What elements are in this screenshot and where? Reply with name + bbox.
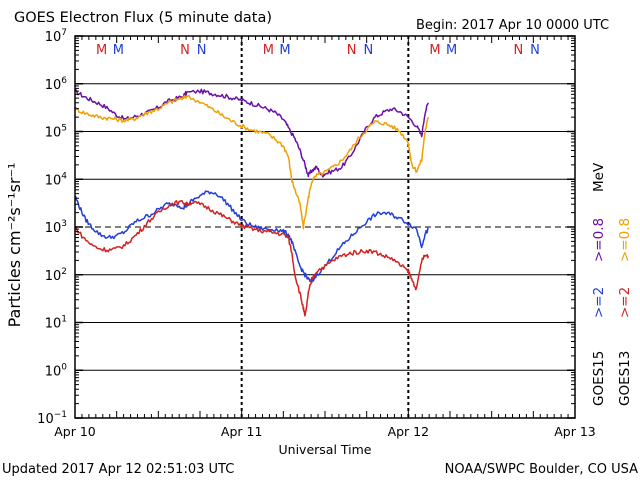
series-lines [74,88,430,317]
x-tick-label: Apr 12 [388,424,430,439]
y-tick-exponent: 0 [61,362,67,372]
y-tick-label: 102 [45,267,67,284]
series-line [74,88,430,178]
mn-marker: M [429,43,440,58]
y-tick-base: 10 [37,412,54,427]
legend-goes13-label: GOES13 [617,351,633,406]
y-tick-label: 104 [45,171,68,188]
mn-marker: N [197,43,207,58]
y-tick-base: 10 [45,317,62,332]
y-tick-exponent: 7 [61,28,67,38]
y-tick-exponent: 2 [61,267,67,277]
gridlines [75,36,575,418]
y-tick-exponent: 3 [61,219,67,229]
series-line [74,199,430,317]
legend-goes15-label: GOES15 [591,351,607,406]
y-tick-label: 10−1 [37,410,67,427]
y-tick-base: 10 [45,126,62,141]
y-tick-base: 10 [45,221,62,236]
legend-goes13-ge2: >=2 [617,287,633,318]
y-tick-label: 103 [45,219,67,236]
mn-marker: M [263,43,274,58]
x-axis: Apr 10 Apr 11 Apr 12 Apr 13 [54,36,596,439]
y-tick-label: 106 [45,76,68,93]
y-tick-base: 10 [45,78,62,93]
y-tick-base: 10 [45,30,62,45]
chart-title: GOES Electron Flux (5 minute data) [14,10,272,26]
legend-goes15-ge08: >=0.8 [591,218,607,262]
y-tick-label: 105 [45,124,67,141]
x-tick-label: Apr 11 [221,424,263,439]
legend: GOES15 >=2 >=0.8 MeV GOES13 >=2 >=0.8 [591,162,633,406]
x-axis-label: Universal Time [279,442,372,457]
series-line [74,190,429,284]
legend-goes15-ge2: >=2 [591,287,607,318]
y-tick-exponent: 6 [61,76,67,86]
mn-marker: M [279,43,290,58]
y-axis-label: Particles cm⁻²s⁻¹sr⁻¹ [5,163,24,328]
y-tick-exponent: 4 [61,171,67,181]
mn-marker: M [113,43,124,58]
y-tick-label: 100 [45,362,68,379]
mn-marker: N [363,43,373,58]
mn-marker: N [513,43,523,58]
updated-timestamp: Updated 2017 Apr 12 02:51:03 UTC [2,462,234,477]
y-tick-exponent: 5 [61,124,67,134]
mn-marker: N [180,43,190,58]
y-tick-exponent: −1 [54,410,67,420]
mn-marker: N [530,43,540,58]
legend-goes13-ge08: >=0.8 [617,218,633,262]
mn-marker: M [96,43,107,58]
y-tick-base: 10 [45,173,62,188]
credit-text: NOAA/SWPC Boulder, CO USA [445,462,638,477]
begin-label: Begin: 2017 Apr 10 0000 UTC [416,18,609,33]
y-tick-exponent: 1 [61,315,67,325]
y-tick-base: 10 [45,269,62,284]
y-tick-base: 10 [45,364,62,379]
x-tick-label: Apr 10 [54,424,96,439]
mn-marker: M [446,43,457,58]
x-tick-label: Apr 13 [554,424,596,439]
y-tick-label: 101 [45,315,67,332]
series-line [74,94,430,230]
y-tick-label: 107 [45,28,67,45]
legend-goes15-mev: MeV [591,162,607,192]
mn-marker: N [347,43,357,58]
